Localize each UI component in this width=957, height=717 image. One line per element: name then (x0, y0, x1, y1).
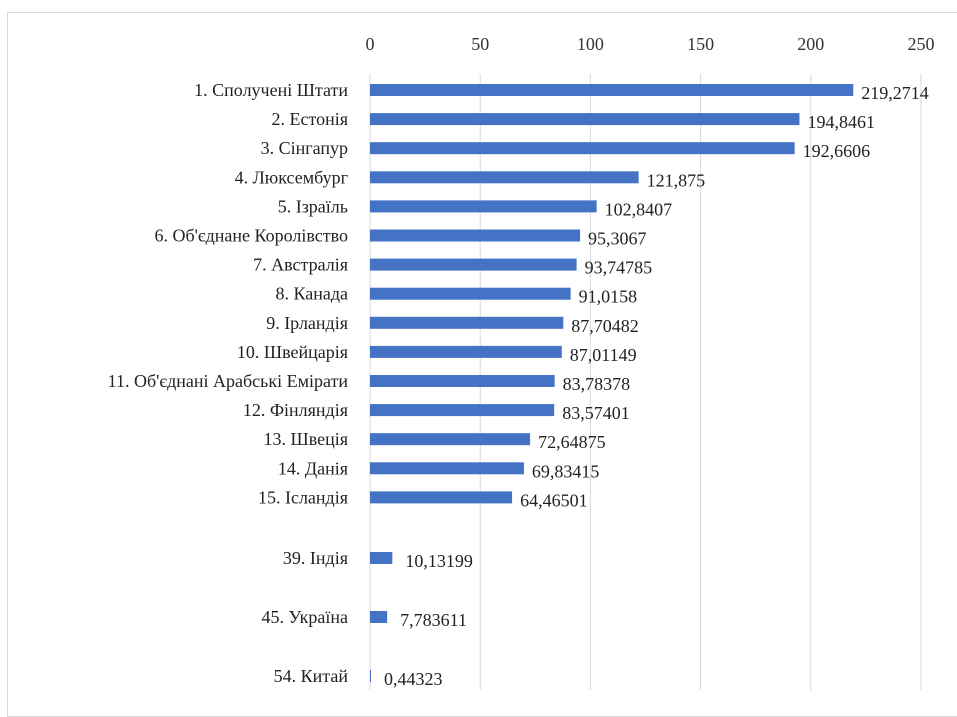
x-tick-label: 150 (687, 34, 714, 54)
bar (370, 670, 371, 682)
bar (370, 113, 799, 125)
data-label: 83,57401 (562, 403, 630, 423)
data-label: 194,8461 (807, 112, 875, 132)
bar (370, 346, 562, 358)
x-tick-label: 100 (577, 34, 604, 54)
bar (370, 611, 387, 623)
data-label: 102,8407 (605, 199, 673, 219)
data-label: 93,74785 (585, 258, 653, 278)
bar (370, 317, 563, 329)
data-label: 91,0158 (579, 287, 638, 307)
data-label: 10,13199 (405, 551, 473, 571)
data-label: 7,783611 (400, 610, 467, 630)
data-label: 83,78378 (563, 374, 631, 394)
data-label: 192,6606 (803, 141, 871, 161)
data-label: 87,70482 (571, 316, 639, 336)
data-label: 72,64875 (538, 432, 606, 452)
category-label: 54. Китай (274, 666, 349, 686)
data-label: 0,44323 (384, 669, 443, 689)
bar (370, 171, 639, 183)
category-label: 9. Ірландія (266, 313, 348, 333)
category-label: 6. Об'єднане Королівство (154, 226, 348, 246)
x-tick-label: 50 (471, 34, 489, 54)
bar (370, 288, 571, 300)
x-tick-label: 0 (366, 34, 375, 54)
category-label: 11. Об'єднані Арабські Емірати (108, 371, 349, 391)
category-label: 1. Сполучені Штати (194, 80, 348, 100)
data-label: 219,2714 (861, 83, 929, 103)
category-label: 4. Люксембург (235, 167, 348, 187)
x-tick-label: 200 (797, 34, 824, 54)
category-label: 12. Фінляндія (243, 400, 348, 420)
bar (370, 259, 577, 271)
bar (370, 142, 795, 154)
category-label: 8. Канада (275, 284, 348, 304)
bar (370, 375, 555, 387)
bar (370, 404, 554, 416)
category-label: 3. Сінгапур (261, 138, 348, 158)
data-label: 95,3067 (588, 229, 647, 249)
category-label: 5. Ізраїль (278, 196, 348, 216)
bar (370, 462, 524, 474)
bar (370, 200, 597, 212)
category-label: 15. Ісландія (258, 487, 348, 507)
category-label: 10. Швейцарія (237, 342, 348, 362)
data-label: 121,875 (647, 170, 706, 190)
bar (370, 230, 580, 242)
category-label: 13. Швеція (264, 429, 348, 449)
data-label: 69,83415 (532, 461, 600, 481)
category-label: 7. Австралія (253, 255, 348, 275)
bar (370, 433, 530, 445)
data-label: 64,46501 (520, 490, 588, 510)
category-label: 14. Данія (278, 458, 348, 478)
category-label: 39. Індія (283, 548, 348, 568)
x-tick-label: 250 (908, 34, 935, 54)
bar (370, 491, 512, 503)
category-label: 45. Україна (261, 607, 348, 627)
data-label: 87,01149 (570, 345, 637, 365)
bar (370, 552, 392, 564)
bar (370, 84, 853, 96)
category-label: 2. Естонія (271, 109, 348, 129)
